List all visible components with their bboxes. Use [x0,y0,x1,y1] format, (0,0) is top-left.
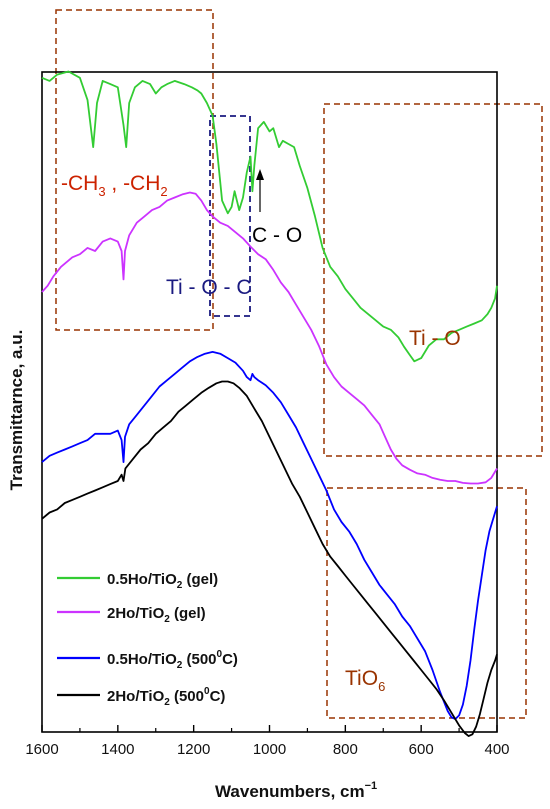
tioc-annotation: Ti - O - C [166,276,252,299]
ch-box [55,9,214,331]
x-tick-label: 1000 [253,741,286,758]
legend: 0.5Ho/TiO2 (gel) 2Ho/TiO2 (gel) 0.5Ho/Ti… [57,571,238,708]
legend-item: 0.5Ho/TiO2 (5000C) [57,649,238,671]
series-line [41,70,498,363]
tio6-text: TiO [345,667,378,690]
x-axis-title-sup: −1 [365,780,378,792]
x-axis-title: Wavenumbers, cm−1 [215,780,377,801]
tio-annotation: Ti - O [409,327,461,350]
legend-label: 2Ho/TiO2 (gel) [107,605,206,625]
legend-item: 0.5Ho/TiO2 (gel) [57,571,218,591]
co-arrow-head [256,169,264,180]
legend-label: 0.5Ho/TiO2 (gel) [107,571,218,591]
series-line [41,380,498,737]
x-tick-label: 1200 [177,741,210,758]
tio6-box [326,487,527,719]
tio6-annotation: TiO6 [345,667,385,694]
x-axis-title-text: Wavenumbers, cm [215,782,365,801]
ch-annotation: -CH3 , -CH2 [61,172,168,199]
series-line [41,351,498,720]
legend-label: 2Ho/TiO2 (5000C) [107,686,225,708]
x-axis: 1600 1400 1200 1000 800 600 400 [25,725,510,758]
x-tick-label: 400 [484,741,509,758]
series-line [41,191,498,485]
x-tick-label: 1600 [25,741,58,758]
co-arrow [256,169,264,212]
ch-text-2: , -CH [106,172,161,195]
ch-sub-2: 2 [160,184,167,199]
tioc-box [209,115,251,317]
highlight-boxes [55,9,543,719]
tio-box [323,103,543,457]
plot-frame [41,71,498,733]
x-tick-label: 1400 [101,741,134,758]
co-annotation: C - O [252,224,302,247]
x-tick-label: 600 [409,741,434,758]
legend-label: 0.5Ho/TiO2 (5000C) [107,649,238,671]
x-tick-label: 800 [333,741,358,758]
legend-item: 2Ho/TiO2 (gel) [57,605,206,625]
tio6-sub: 6 [378,679,385,694]
ch-text-1: -CH [61,172,98,195]
legend-item: 2Ho/TiO2 (5000C) [57,686,225,708]
series-group [41,70,498,737]
ch-sub-1: 3 [98,184,105,199]
y-axis-title: Transmittarnce, a.u. [7,330,26,491]
